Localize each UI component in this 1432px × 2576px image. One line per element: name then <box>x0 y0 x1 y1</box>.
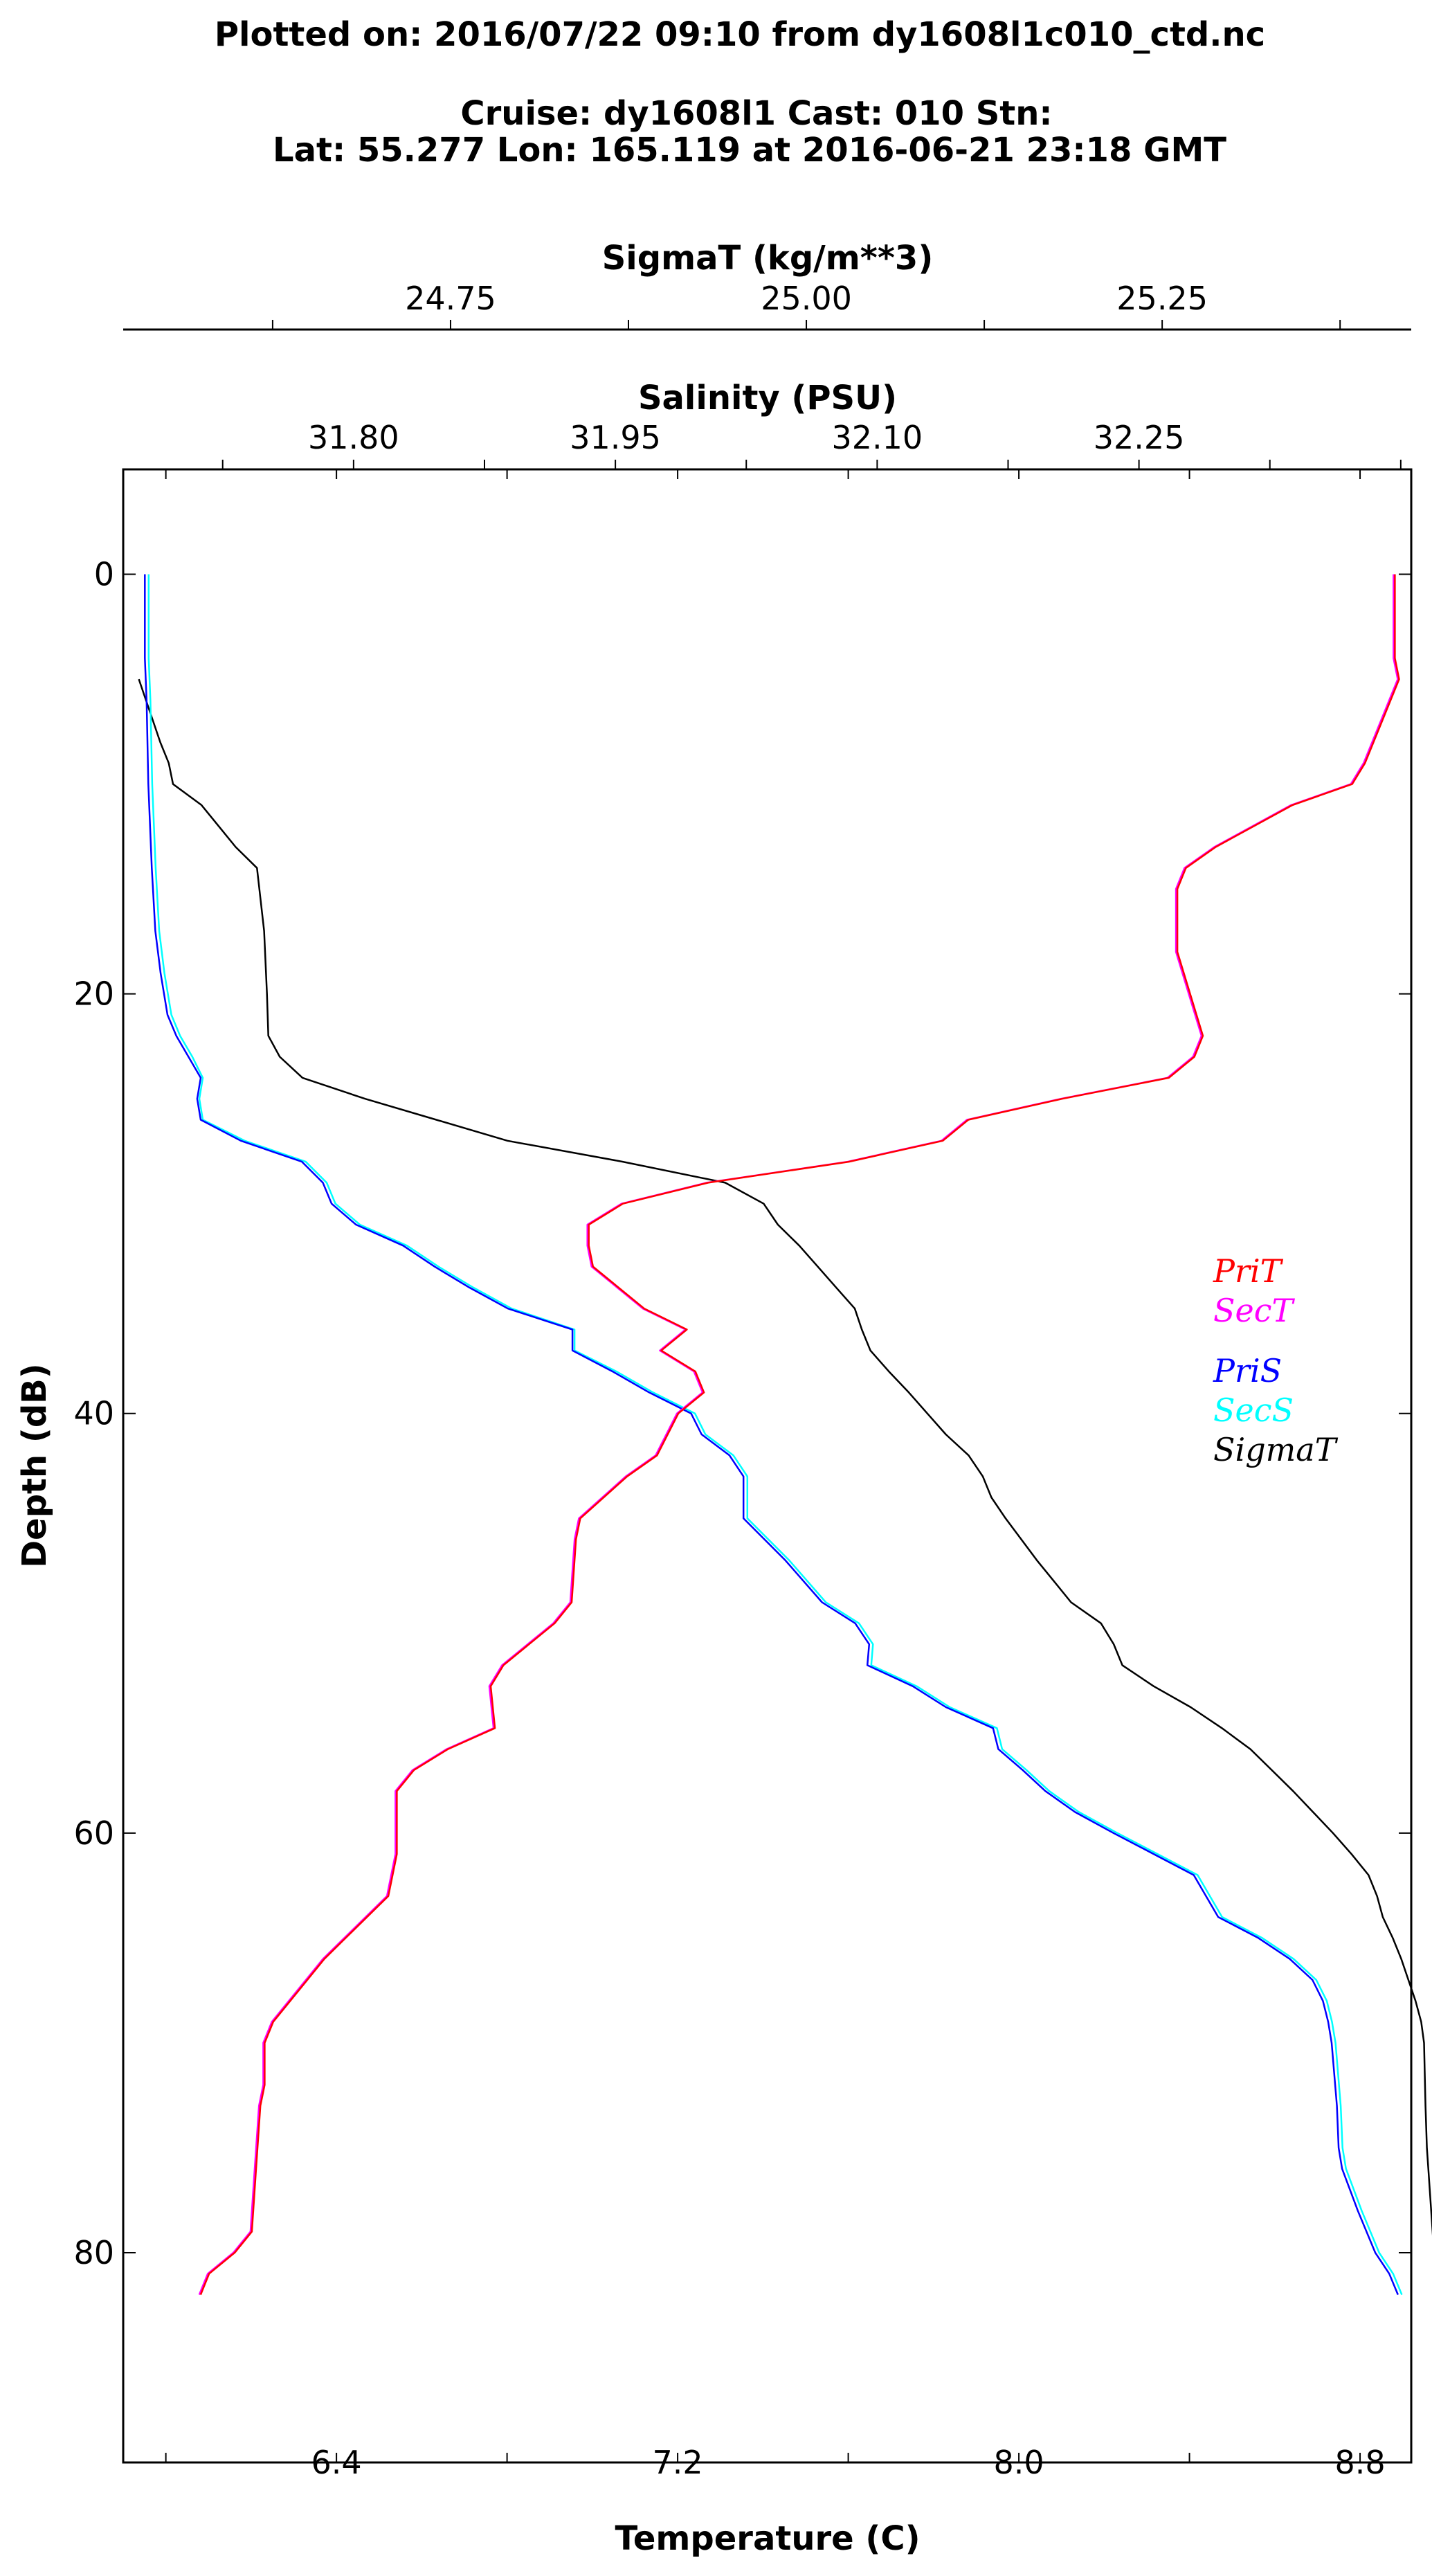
data-series <box>138 574 1432 2296</box>
legend-entry-sigmat: SigmaT <box>1213 1431 1339 1468</box>
temperature-tick-label: 8.8 <box>1334 2444 1385 2481</box>
legend-entry-prit: PriT <box>1213 1252 1284 1290</box>
legend-entry-secs: SecS <box>1213 1391 1294 1429</box>
depth-tick-label: 60 <box>73 1814 114 1852</box>
salinity-tick-label: 31.80 <box>308 419 399 456</box>
depth-tick-label: 40 <box>73 1395 114 1432</box>
legend-entry-sect: SecT <box>1213 1292 1295 1329</box>
depth-tick-label: 20 <box>73 975 114 1013</box>
salinity-axis-label: Salinity (PSU) <box>638 379 897 417</box>
salinity-tick-label: 32.10 <box>832 419 923 456</box>
plot-frame <box>122 468 1413 2464</box>
temperature-tick-label: 6.4 <box>311 2444 362 2481</box>
salinity-tick-label: 32.25 <box>1094 419 1185 456</box>
series-line-pris <box>144 574 1399 2296</box>
depth-tick-label: 0 <box>94 556 114 593</box>
series-line-prit <box>199 574 1400 2296</box>
plot-header-line-2: Cruise: dy1608l1 Cast: 010 Stn: <box>460 94 1052 133</box>
series-line-sigmat <box>138 678 1432 2236</box>
temperature-tick-label: 8.0 <box>993 2444 1044 2481</box>
series-line-secs <box>147 574 1403 2296</box>
sigmat-tick-label: 25.00 <box>761 280 852 317</box>
sigmat-tick-label: 25.25 <box>1116 280 1208 317</box>
sigmat-axis-label: SigmaT (kg/m**3) <box>602 239 934 278</box>
depth-axis-label: Depth (dB) <box>15 1363 54 1567</box>
plot-header-line-1: Plotted on: 2016/07/22 09:10 from dy1608… <box>215 15 1265 54</box>
temperature-axis-label: Temperature (C) <box>615 2519 920 2558</box>
legend-entry-pris: PriS <box>1213 1352 1282 1389</box>
axis-ticks: 6.4 7.2 8.0 8.8 31.80 31.95 32.10 32.25 24.75 25.… <box>73 280 1411 2481</box>
temperature-tick-label: 7.2 <box>653 2444 703 2481</box>
sigmat-tick-label: 24.75 <box>405 280 496 317</box>
plot-header-line-3: Lat: 55.277 Lon: 165.119 at 2016-06-21 2… <box>273 131 1226 170</box>
salinity-tick-label: 31.95 <box>570 419 661 456</box>
depth-tick-label: 80 <box>73 2234 114 2271</box>
